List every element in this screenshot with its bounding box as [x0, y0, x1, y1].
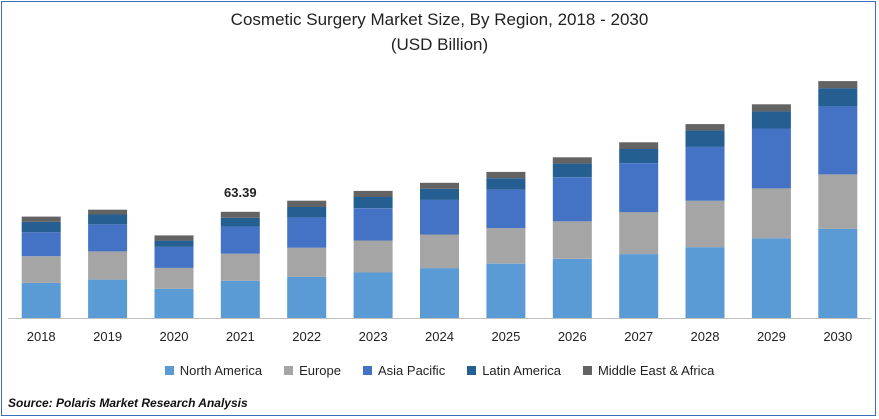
legend-swatch [164, 366, 174, 375]
bar-segment-2026-europe [552, 221, 592, 259]
bar-segment-2019-latin-america [88, 214, 128, 225]
bar-segment-2020-asia-pacific [154, 247, 194, 268]
bar-segment-2028-asia-pacific [685, 146, 725, 201]
legend-swatch [284, 366, 294, 375]
x-tick-label-2025: 2025 [491, 329, 520, 344]
bar-segment-2024-latin-america [420, 188, 459, 200]
bar-segment-2027-north-america [619, 254, 659, 318]
chart-legend: North America Europe Asia Pacific Latin … [0, 363, 879, 378]
bar-segment-2022-latin-america [287, 207, 327, 218]
bar-segment-2024-middle-east-africa [420, 182, 459, 189]
bar-segment-2027-latin-america [619, 149, 659, 163]
x-tick-label-2019: 2019 [93, 329, 122, 344]
x-tick-label-2024: 2024 [425, 329, 454, 344]
legend-item-middle-east-africa: Middle East & Africa [582, 363, 715, 378]
data-label-2021: 63.39 [224, 185, 257, 200]
chart-subtitle: (USD Billion) [390, 35, 489, 54]
legend-item-latin-america: Latin America [467, 363, 561, 378]
x-tick-label-2026: 2026 [558, 329, 587, 344]
x-tick-label-2028: 2028 [691, 329, 720, 344]
bar-segment-2023-north-america [353, 272, 393, 318]
bar-segment-2023-europe [353, 240, 393, 273]
bar-segment-2021-middle-east-africa [220, 211, 260, 218]
bar-segment-2021-latin-america [220, 217, 260, 227]
bar-segment-2029-asia-pacific [751, 128, 791, 189]
bar-segment-2019-north-america [88, 279, 128, 318]
legend-label: Middle East & Africa [597, 363, 715, 378]
x-tick-label-2027: 2027 [624, 329, 653, 344]
bar-segment-2028-europe [685, 200, 725, 248]
bar-segment-2030-middle-east-africa [818, 81, 858, 89]
bar-segment-2018-latin-america [21, 221, 61, 233]
bar-segment-2030-asia-pacific [818, 106, 858, 175]
legend-label: Asia Pacific [378, 363, 446, 378]
bar-segment-2026-asia-pacific [552, 177, 592, 222]
bar-segment-2018-middle-east-africa [21, 216, 61, 222]
x-tick-label-2018: 2018 [27, 329, 56, 344]
bar-segment-2019-europe [88, 251, 128, 280]
bar-segment-2019-asia-pacific [88, 224, 128, 252]
bar-segment-2027-asia-pacific [619, 163, 659, 213]
bar-segment-2021-asia-pacific [220, 226, 260, 254]
bar-segment-2023-middle-east-africa [353, 190, 393, 197]
x-tick-label-2021: 2021 [226, 329, 255, 344]
bar-segment-2027-europe [619, 212, 659, 254]
x-tick-label-2023: 2023 [359, 329, 388, 344]
bar-segment-2027-middle-east-africa [619, 142, 659, 149]
legend-label: Latin America [482, 363, 561, 378]
bar-segment-2018-north-america [21, 282, 61, 318]
bar-segment-2021-europe [220, 253, 260, 281]
bar-segment-2029-europe [751, 188, 791, 239]
x-tick-label-2029: 2029 [757, 329, 786, 344]
bar-segment-2026-latin-america [552, 163, 592, 178]
bar-segment-2025-middle-east-africa [486, 171, 526, 179]
legend-label: Europe [299, 363, 341, 378]
bar-segment-2024-asia-pacific [420, 199, 459, 235]
bar-segment-2028-latin-america [685, 130, 725, 147]
bar-segment-2022-europe [287, 247, 327, 277]
bar-segment-2030-europe [818, 174, 858, 229]
legend-item-europe: Europe [284, 363, 341, 378]
bar-segment-2024-north-america [420, 268, 459, 318]
bar-segment-2020-middle-east-africa [154, 235, 194, 241]
legend-swatch [467, 366, 477, 375]
bar-segment-2022-asia-pacific [287, 217, 327, 248]
bar-segment-2020-europe [154, 267, 194, 289]
bar-segment-2023-asia-pacific [353, 208, 393, 241]
bar-segment-2029-middle-east-africa [751, 104, 791, 112]
bar-segment-2030-latin-america [818, 88, 858, 107]
bar-segment-2022-north-america [287, 276, 327, 318]
x-tick-label-2020: 2020 [160, 329, 189, 344]
bar-segment-2029-latin-america [751, 111, 791, 129]
legend-swatch [363, 366, 372, 375]
bar-segment-2026-middle-east-africa [552, 157, 592, 164]
bar-segment-2020-latin-america [154, 240, 194, 247]
bar-segment-2021-north-america [220, 280, 260, 318]
bar-segment-2030-north-america [818, 228, 858, 318]
legend-label: North America [179, 363, 263, 378]
legend-item-asia-pacific: Asia Pacific [363, 363, 445, 378]
bar-segment-2028-north-america [685, 247, 725, 318]
legend-item-north-america: North America [164, 363, 263, 378]
x-tick-label-2030: 2030 [823, 329, 852, 344]
bar-segment-2026-north-america [552, 258, 592, 318]
bar-segment-2018-asia-pacific [21, 232, 61, 257]
bar-segment-2025-asia-pacific [486, 189, 526, 229]
bar-segment-2018-europe [21, 256, 61, 283]
bar-segment-2025-latin-america [486, 178, 526, 190]
chart-title: Cosmetic Surgery Market Size, By Region,… [230, 10, 649, 29]
bar-segment-2025-europe [486, 228, 526, 264]
bar-segment-2023-latin-america [353, 197, 393, 209]
bar-segment-2020-north-america [154, 288, 194, 318]
bar-segment-2025-north-america [486, 263, 526, 318]
source-note: Source: Polaris Market Research Analysis [8, 396, 248, 410]
bar-segment-2029-north-america [751, 238, 791, 318]
legend-swatch [582, 366, 592, 375]
bar-segment-2022-middle-east-africa [287, 200, 327, 207]
bar-segment-2024-europe [420, 234, 459, 269]
bar-segment-2028-middle-east-africa [685, 124, 725, 131]
bar-segment-2019-middle-east-africa [88, 209, 128, 215]
x-tick-label-2022: 2022 [292, 329, 321, 344]
